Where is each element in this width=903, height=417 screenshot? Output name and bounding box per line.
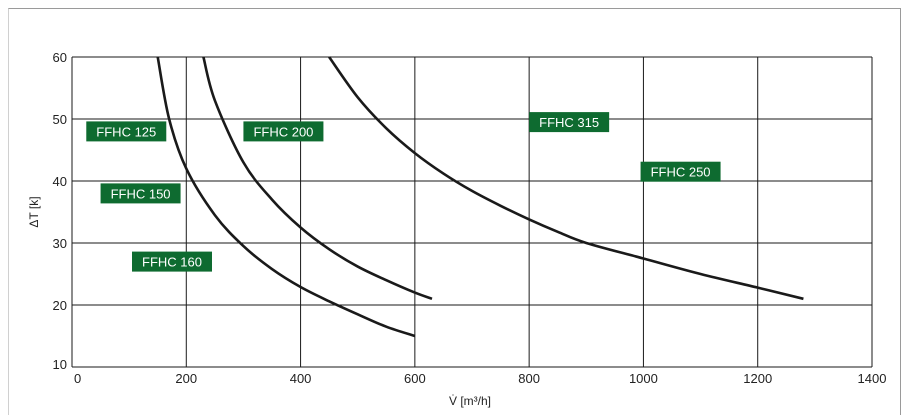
series-label: FFHC 200 [243,121,324,142]
series-label: FFHC 125 [86,121,167,142]
series-label-text: FFHC 150 [111,186,171,201]
series-label: FFHC 160 [132,251,212,272]
chart-frame [8,8,901,415]
series-label: FFHC 315 [529,112,610,133]
x-axis-label: V̇ [m³/h] [449,394,491,408]
axis-tick-labels: 0 200 400 600 800 1000 1200 1400 10 20 30 40 50 60 [53,50,887,386]
series-lines [156,56,804,338]
y-tick-label: 60 [53,50,67,65]
series-label-text: FFHC 250 [651,165,711,180]
series-line [202,56,433,301]
grid-lines [71,56,873,368]
series-label-box [640,161,721,182]
series-label-text: FFHC 200 [253,124,313,139]
series-label-box [100,183,181,204]
series-label-text: FFHC 125 [96,124,156,139]
series-label-box [86,121,167,142]
x-tick-label: 1400 [858,371,887,386]
x-tick-label: 400 [290,371,312,386]
series-line [156,56,416,338]
y-tick-label: 40 [53,174,67,189]
series-label-text: FFHC 160 [142,255,202,270]
series-label-box [529,112,610,133]
y-tick-label: 30 [53,236,67,251]
x-tick-label: 800 [518,371,540,386]
series-label: FFHC 150 [100,183,181,204]
series-label-box [243,121,324,142]
series-label-text: FFHC 315 [539,115,599,130]
x-tick-label: 1000 [629,371,658,386]
x-tick-label: 200 [175,371,197,386]
series-labels: FFHC 125 FFHC 150 FFHC 160 FFHC 200 FFHC 315… [86,112,721,272]
x-tick-label: 0 [74,371,81,386]
series-line [328,56,804,301]
series-label: FFHC 250 [640,161,721,182]
x-tick-label: 600 [404,371,426,386]
y-tick-label: 10 [53,357,67,372]
y-axis-label: ΔT [k] [27,196,41,227]
y-tick-label: 20 [53,298,67,313]
x-tick-label: 1200 [743,371,772,386]
series-label-box [132,251,212,272]
y-tick-label: 50 [53,112,67,127]
